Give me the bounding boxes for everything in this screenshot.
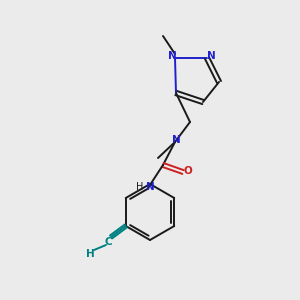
Text: H: H [136,182,144,192]
Text: N: N [146,182,154,192]
Text: O: O [184,166,192,176]
Text: H: H [85,249,94,259]
Text: N: N [207,51,215,61]
Text: N: N [168,51,176,61]
Text: C: C [104,237,112,247]
Text: N: N [172,135,180,145]
